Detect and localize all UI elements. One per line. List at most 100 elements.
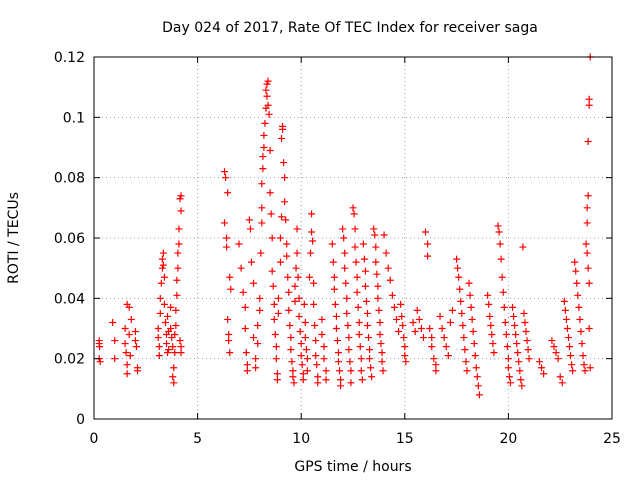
data-point bbox=[294, 273, 302, 281]
x-tick-label: 20 bbox=[499, 431, 517, 447]
data-point bbox=[126, 352, 134, 360]
x-tick-label: 15 bbox=[396, 431, 414, 447]
data-point bbox=[473, 373, 481, 381]
data-point bbox=[378, 349, 386, 357]
data-point bbox=[401, 352, 409, 360]
data-point bbox=[295, 294, 303, 302]
data-point bbox=[337, 376, 345, 384]
data-point bbox=[364, 321, 372, 329]
data-point bbox=[583, 204, 591, 212]
data-point bbox=[353, 273, 361, 281]
data-point bbox=[168, 334, 176, 342]
data-point bbox=[288, 358, 296, 366]
data-point bbox=[111, 337, 119, 345]
data-point bbox=[361, 282, 369, 290]
data-point bbox=[430, 355, 438, 363]
data-point bbox=[172, 306, 180, 314]
data-point bbox=[256, 294, 264, 302]
data-point bbox=[462, 358, 470, 366]
data-point bbox=[281, 198, 289, 206]
data-point bbox=[367, 364, 375, 372]
data-point bbox=[580, 361, 588, 369]
y-tick-label: 0 bbox=[76, 412, 85, 428]
data-point bbox=[297, 352, 305, 360]
data-point bbox=[372, 258, 380, 266]
data-point bbox=[268, 234, 276, 242]
data-point bbox=[448, 306, 456, 314]
data-point bbox=[280, 159, 288, 167]
data-point bbox=[349, 204, 357, 212]
data-point bbox=[123, 361, 131, 369]
data-point bbox=[498, 273, 506, 281]
data-point bbox=[322, 376, 330, 384]
data-point bbox=[174, 249, 182, 257]
data-point bbox=[374, 294, 382, 302]
data-point bbox=[330, 273, 338, 281]
data-point bbox=[486, 312, 494, 320]
y-axis-ticks: 0 0.02 0.04 0.06 0.08 0.1 0.12 bbox=[54, 50, 612, 428]
data-point bbox=[177, 207, 185, 215]
data-point bbox=[318, 315, 326, 323]
data-point bbox=[494, 222, 502, 230]
data-point bbox=[352, 258, 360, 266]
data-point bbox=[569, 367, 577, 375]
data-point bbox=[159, 261, 167, 269]
data-point bbox=[283, 252, 291, 260]
data-point bbox=[96, 343, 104, 351]
data-point bbox=[377, 340, 385, 348]
data-point bbox=[438, 325, 446, 332]
data-point bbox=[258, 219, 266, 227]
data-point bbox=[164, 312, 172, 320]
data-point bbox=[322, 367, 330, 375]
data-point bbox=[157, 279, 165, 287]
data-point bbox=[270, 300, 278, 308]
data-point bbox=[334, 349, 342, 357]
data-point bbox=[156, 309, 164, 317]
data-point bbox=[163, 340, 171, 348]
data-point bbox=[131, 337, 139, 345]
data-point bbox=[519, 243, 527, 251]
data-point bbox=[301, 334, 309, 342]
data-point bbox=[264, 101, 272, 109]
data-point bbox=[175, 240, 183, 248]
data-point bbox=[428, 343, 436, 351]
data-point bbox=[286, 321, 294, 329]
data-point bbox=[320, 343, 328, 351]
data-point bbox=[235, 240, 243, 248]
data-point bbox=[330, 285, 338, 293]
data-point bbox=[361, 267, 369, 275]
data-point bbox=[314, 373, 322, 381]
data-point bbox=[312, 352, 320, 360]
data-point bbox=[176, 337, 184, 345]
data-point bbox=[307, 249, 315, 257]
data-point bbox=[158, 264, 166, 272]
data-point bbox=[467, 303, 475, 311]
y-axis-title: ROTI / TECUs bbox=[6, 192, 22, 284]
data-point bbox=[571, 258, 579, 266]
data-point bbox=[250, 334, 258, 342]
data-point bbox=[340, 234, 348, 242]
data-point bbox=[393, 315, 401, 323]
data-point bbox=[563, 325, 571, 332]
data-point bbox=[303, 367, 311, 375]
data-point bbox=[261, 119, 269, 127]
data-point bbox=[397, 300, 405, 308]
data-point bbox=[419, 334, 427, 342]
data-point bbox=[224, 315, 232, 323]
data-point bbox=[514, 349, 522, 357]
data-point bbox=[174, 264, 182, 272]
data-point bbox=[346, 358, 354, 366]
data-point bbox=[584, 192, 592, 200]
data-point bbox=[371, 231, 379, 239]
chart-title: Day 024 of 2017, Rate Of TEC Index for r… bbox=[162, 20, 538, 36]
data-point bbox=[376, 318, 384, 326]
data-point bbox=[343, 309, 351, 317]
data-point bbox=[109, 318, 117, 326]
data-point bbox=[585, 279, 593, 287]
data-point bbox=[224, 189, 232, 197]
data-point bbox=[347, 367, 355, 375]
data-point bbox=[274, 294, 282, 302]
data-point bbox=[259, 153, 267, 161]
data-point bbox=[131, 328, 139, 336]
